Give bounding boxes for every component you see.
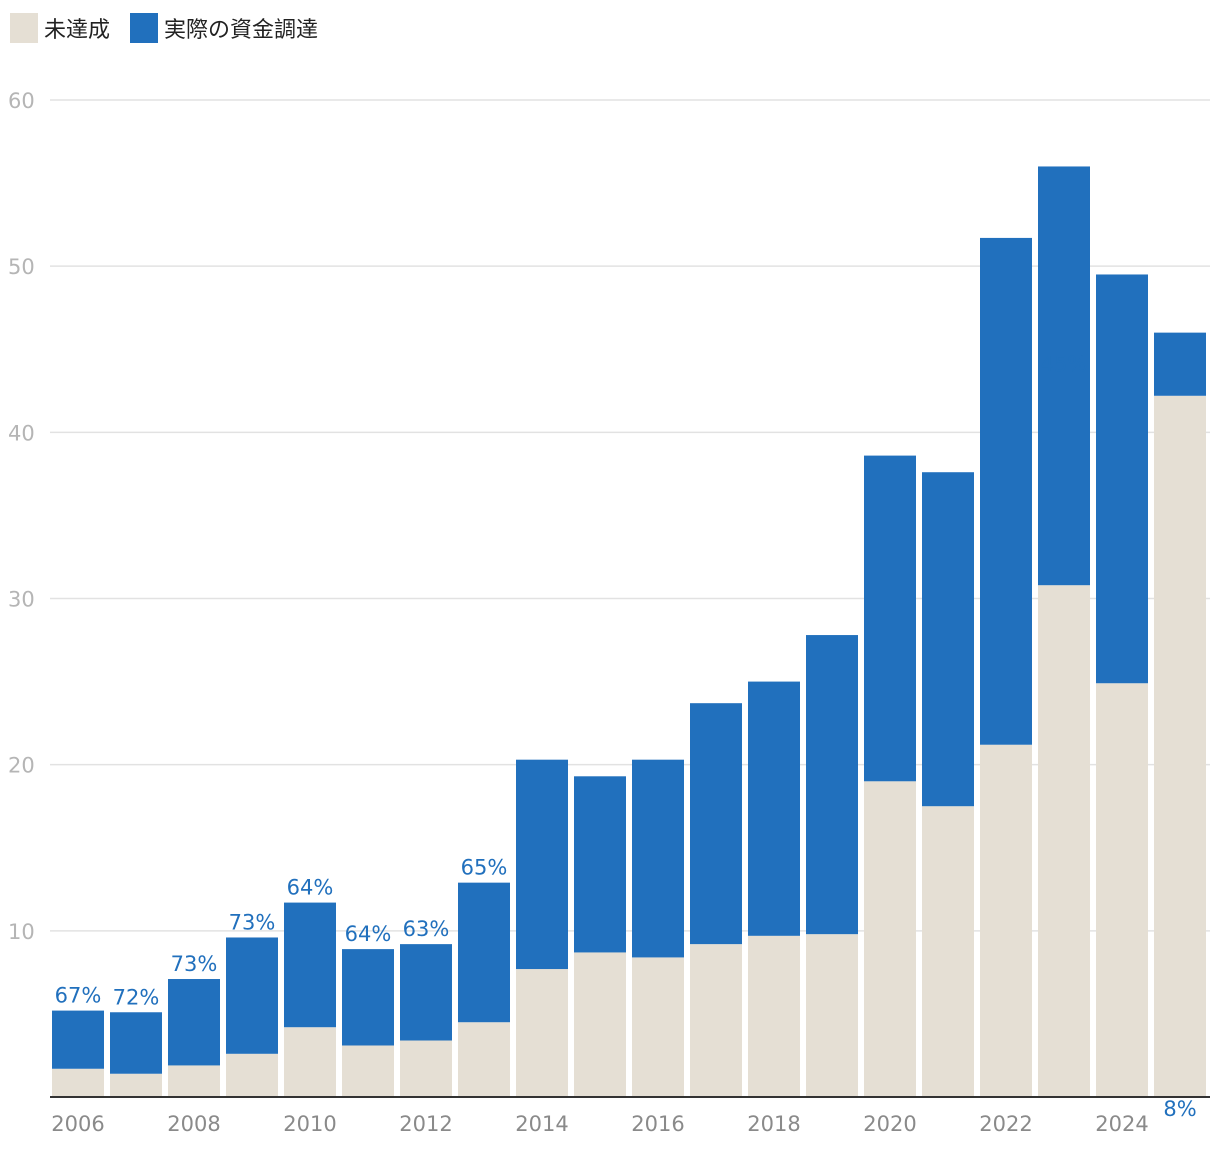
bar-funded-2025 bbox=[1154, 332, 1206, 396]
bar-unmet-2007 bbox=[110, 1073, 162, 1097]
y-tick-label: 60 bbox=[8, 89, 35, 113]
bar-unmet-2011 bbox=[342, 1045, 394, 1097]
bar-unmet-2010 bbox=[284, 1027, 336, 1097]
bar-funded-2007 bbox=[110, 1012, 162, 1074]
bar-unmet-2012 bbox=[400, 1040, 452, 1097]
legend-label-unmet: 未達成 bbox=[44, 18, 111, 43]
data-label-2011: 64% bbox=[345, 922, 392, 946]
bar-unmet-2009 bbox=[226, 1053, 278, 1097]
bar-funded-2019 bbox=[806, 635, 858, 935]
bar-unmet-2017 bbox=[690, 944, 742, 1097]
data-label-2006: 67% bbox=[55, 984, 102, 1008]
data-label-2025: 8% bbox=[1163, 1097, 1196, 1121]
bar-funded-2016 bbox=[632, 759, 684, 958]
bar-unmet-2006 bbox=[52, 1068, 104, 1097]
x-tick-label-2010: 2010 bbox=[283, 1112, 336, 1136]
bar-funded-2020 bbox=[864, 455, 916, 782]
bar-unmet-2024 bbox=[1096, 683, 1148, 1097]
x-tick-label-2022: 2022 bbox=[979, 1112, 1032, 1136]
legend-swatch-unmet bbox=[10, 13, 38, 43]
bar-unmet-2021 bbox=[922, 806, 974, 1097]
data-label-2023: 45% bbox=[1041, 352, 1088, 376]
data-label-2010: 64% bbox=[287, 876, 334, 900]
x-tick-label-2020: 2020 bbox=[863, 1112, 916, 1136]
legend-item-funded: 実際の資金調達 bbox=[130, 12, 318, 44]
bar-funded-2024 bbox=[1096, 274, 1148, 684]
x-tick-label-2016: 2016 bbox=[631, 1112, 684, 1136]
bar-unmet-2019 bbox=[806, 934, 858, 1097]
bar-funded-2023 bbox=[1038, 166, 1090, 586]
x-tick-label-2008: 2008 bbox=[167, 1112, 220, 1136]
y-tick-label: 30 bbox=[8, 588, 35, 612]
bar-unmet-2025 bbox=[1154, 395, 1206, 1097]
y-tick-label: 40 bbox=[8, 421, 35, 445]
bar-funded-2008 bbox=[168, 979, 220, 1066]
data-label-2008: 73% bbox=[171, 952, 218, 976]
y-tick-label: 50 bbox=[8, 255, 35, 279]
bar-funded-2022 bbox=[980, 237, 1032, 745]
bar-unmet-2022 bbox=[980, 744, 1032, 1097]
bar-unmet-2015 bbox=[574, 952, 626, 1097]
data-label-2007: 72% bbox=[113, 985, 160, 1009]
bar-funded-2009 bbox=[226, 937, 278, 1054]
y-tick-label: 10 bbox=[8, 920, 35, 944]
legend: 未達成 実際の資金調達 bbox=[10, 12, 318, 44]
x-tick-label-2014: 2014 bbox=[515, 1112, 568, 1136]
legend-swatch-funded bbox=[130, 13, 159, 43]
bar-funded-2021 bbox=[922, 472, 974, 807]
bar-funded-2018 bbox=[748, 681, 800, 936]
bar-unmet-2013 bbox=[458, 1022, 510, 1097]
y-tick-label: 20 bbox=[8, 754, 35, 778]
bar-unmet-2018 bbox=[748, 935, 800, 1097]
x-tick-label-2018: 2018 bbox=[747, 1112, 800, 1136]
bar-funded-2011 bbox=[342, 949, 394, 1046]
legend-item-unmet: 未達成 bbox=[10, 12, 110, 44]
bar-unmet-2014 bbox=[516, 969, 568, 1097]
x-tick-label-2024: 2024 bbox=[1095, 1112, 1148, 1136]
bar-funded-2015 bbox=[574, 776, 626, 953]
bar-unmet-2020 bbox=[864, 781, 916, 1097]
bar-unmet-2008 bbox=[168, 1065, 220, 1097]
x-tick-label-2006: 2006 bbox=[51, 1112, 104, 1136]
bar-funded-2013 bbox=[458, 882, 510, 1023]
bar-funded-2006 bbox=[52, 1010, 104, 1069]
data-label-2009: 73% bbox=[229, 910, 276, 934]
data-label-2013: 65% bbox=[461, 856, 508, 880]
bar-unmet-2023 bbox=[1038, 585, 1090, 1097]
legend-label-funded: 実際の資金調達 bbox=[164, 18, 319, 43]
bar-funded-2014 bbox=[516, 759, 568, 970]
bar-funded-2010 bbox=[284, 902, 336, 1028]
x-tick-label-2012: 2012 bbox=[399, 1112, 452, 1136]
bar-funded-2017 bbox=[690, 703, 742, 945]
bar-unmet-2016 bbox=[632, 957, 684, 1097]
data-label-2012: 63% bbox=[403, 917, 450, 941]
bar-funded-2012 bbox=[400, 944, 452, 1041]
